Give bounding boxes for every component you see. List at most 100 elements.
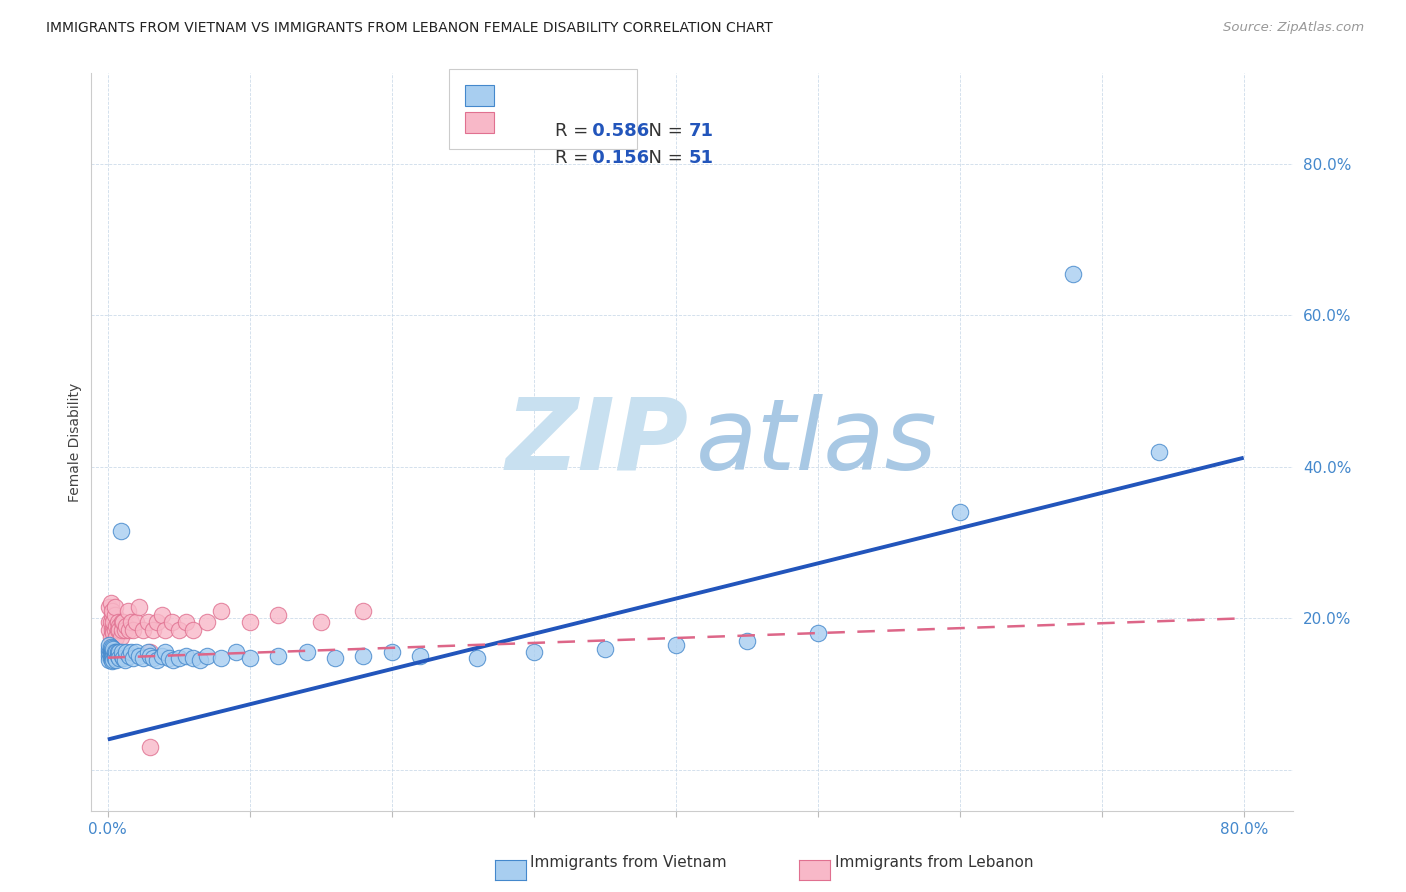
Point [146,615,169,629]
Point [807,626,830,640]
Point [112,615,135,629]
Point [110,630,132,644]
Point [108,650,131,665]
Point [162,653,184,667]
Point [111,649,134,664]
Point [209,604,232,618]
Text: IMMIGRANTS FROM VIETNAM VS IMMIGRANTS FROM LEBANON FEMALE DISABILITY CORRELATION: IMMIGRANTS FROM VIETNAM VS IMMIGRANTS FR… [46,21,773,36]
Point [381,645,404,659]
Text: Immigrants from Vietnam: Immigrants from Vietnam [530,855,727,870]
Point [105,630,128,644]
Point [104,645,127,659]
Point [1062,267,1084,281]
Point [115,645,138,659]
Point [100,645,122,659]
Point [160,615,183,629]
Point [465,650,488,665]
Point [100,596,122,610]
Point [239,615,262,629]
Point [98,641,121,656]
Point [949,505,972,519]
Point [665,638,688,652]
Point [323,650,346,665]
Point [104,650,127,665]
Point [409,649,432,664]
Point [122,650,145,665]
Point [239,650,262,665]
Point [167,623,190,637]
Point [181,623,204,637]
Point [103,623,125,637]
Point [118,649,141,664]
Point [153,623,176,637]
Point [136,645,159,659]
Point [100,650,122,665]
Point [100,648,122,662]
Point [150,649,173,664]
Text: 51: 51 [689,149,713,167]
Text: R =: R = [555,149,593,167]
Point [136,615,159,629]
Point [267,649,290,664]
Point [735,634,758,648]
Text: 0.156: 0.156 [586,149,650,167]
Point [117,604,139,618]
Point [107,649,129,664]
Point [103,645,125,659]
Point [101,655,124,669]
Point [128,649,150,664]
Point [98,623,121,637]
Point [188,653,211,667]
Point [100,630,122,644]
Text: Source: ZipAtlas.com: Source: ZipAtlas.com [1223,21,1364,35]
Point [100,640,122,654]
Point [352,604,374,618]
Point [167,650,190,665]
Point [111,623,134,637]
Point [122,623,145,637]
Point [101,647,124,661]
Point [98,638,121,652]
Point [110,524,132,539]
Point [107,615,129,629]
Point [101,604,124,618]
Point [142,650,165,665]
Text: atlas: atlas [696,393,938,491]
Point [295,645,318,659]
Point [125,645,148,659]
Point [107,645,129,659]
Point [105,619,128,633]
Point [1147,444,1170,458]
Point [118,623,141,637]
Text: Immigrants from Lebanon: Immigrants from Lebanon [835,855,1033,870]
Point [104,599,127,614]
Point [101,651,124,665]
Point [105,653,128,667]
Point [98,649,121,664]
Text: N =: N = [637,149,688,167]
Point [157,650,180,665]
Point [128,599,150,614]
Point [174,649,197,664]
Point [111,645,134,659]
Point [103,626,125,640]
Point [114,653,136,667]
Point [98,645,121,659]
Point [111,615,134,629]
Point [146,653,169,667]
Point [523,645,546,659]
Text: N =: N = [637,122,688,140]
Point [98,653,121,667]
Point [103,653,125,667]
Point [108,645,131,659]
Point [115,619,138,633]
Point [104,623,127,637]
Text: 71: 71 [689,122,713,140]
Point [104,607,127,622]
Point [101,644,124,658]
Point [309,615,332,629]
Text: R =: R = [555,122,593,140]
Point [104,649,127,664]
Point [105,645,128,659]
Point [593,641,616,656]
